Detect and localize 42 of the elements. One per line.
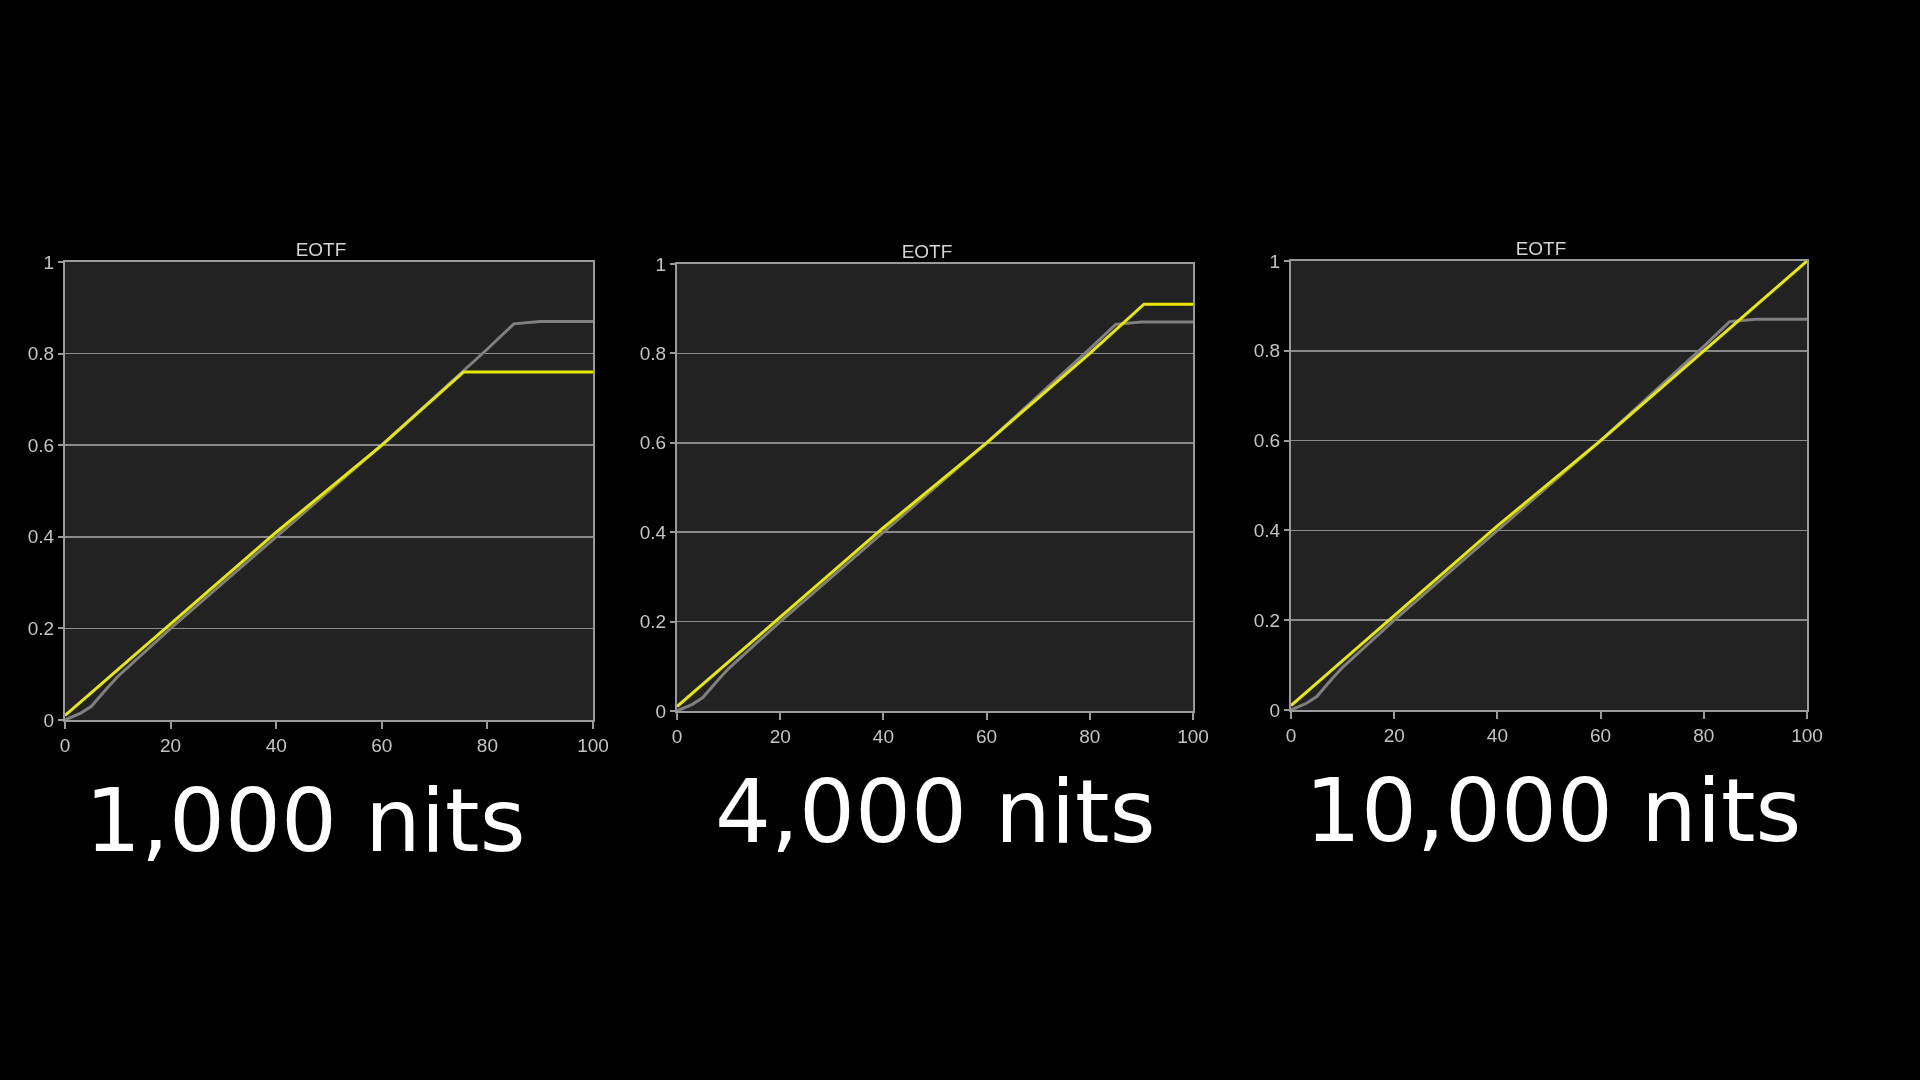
x-tick-label: 20 <box>769 725 791 747</box>
y-tick-label: 0 <box>1269 699 1281 721</box>
y-tick-label: 1 <box>43 251 55 273</box>
y-tick-label: 0.4 <box>639 521 667 543</box>
x-tick-label: 100 <box>1791 724 1823 746</box>
x-tick-label: 60 <box>976 725 998 747</box>
x-tick-label: 60 <box>371 734 393 756</box>
y-tick-label: 0.2 <box>27 618 55 640</box>
y-tick-label: 0.4 <box>27 526 55 548</box>
y-tick-label: 0.4 <box>1253 520 1281 542</box>
y-tick-label: 0.8 <box>1253 340 1281 362</box>
y-tick-label: 0.6 <box>27 434 55 456</box>
y-tick-label: 0.8 <box>27 343 55 365</box>
y-tick-label: 1 <box>655 253 667 275</box>
chart-title: EOTF <box>901 241 953 262</box>
y-tick-label: 1 <box>1269 250 1281 272</box>
y-tick-label: 0 <box>43 709 55 731</box>
x-tick-label: 20 <box>160 734 182 756</box>
x-tick-label: 100 <box>577 734 609 756</box>
y-tick-label: 0.2 <box>1253 609 1281 631</box>
y-tick-label: 0.6 <box>639 432 667 454</box>
y-tick-label: 0.8 <box>639 343 667 365</box>
y-tick-label: 0.2 <box>639 611 667 633</box>
y-tick-label: 0 <box>655 700 667 722</box>
chart-title: EOTF <box>1515 238 1567 259</box>
y-tick-label: 0.6 <box>1253 430 1281 452</box>
x-tick-label: 80 <box>1693 724 1715 746</box>
x-tick-label: 0 <box>1285 724 1297 746</box>
x-tick-label: 40 <box>265 734 287 756</box>
chart-title: EOTF <box>295 239 347 260</box>
x-tick-label: 0 <box>671 725 683 747</box>
x-tick-label: 0 <box>59 734 71 756</box>
text: 10,000 nits <box>1305 759 1802 862</box>
x-tick-label: 40 <box>1486 724 1508 746</box>
x-tick-label: 60 <box>1590 724 1612 746</box>
x-tick-label: 100 <box>1177 725 1209 747</box>
x-tick-label: 80 <box>1079 725 1101 747</box>
x-tick-label: 80 <box>476 734 498 756</box>
x-tick-label: 20 <box>1383 724 1405 746</box>
x-tick-label: 40 <box>872 725 894 747</box>
text: 1,000 nits <box>85 769 526 872</box>
text: 4,000 nits <box>715 760 1156 863</box>
